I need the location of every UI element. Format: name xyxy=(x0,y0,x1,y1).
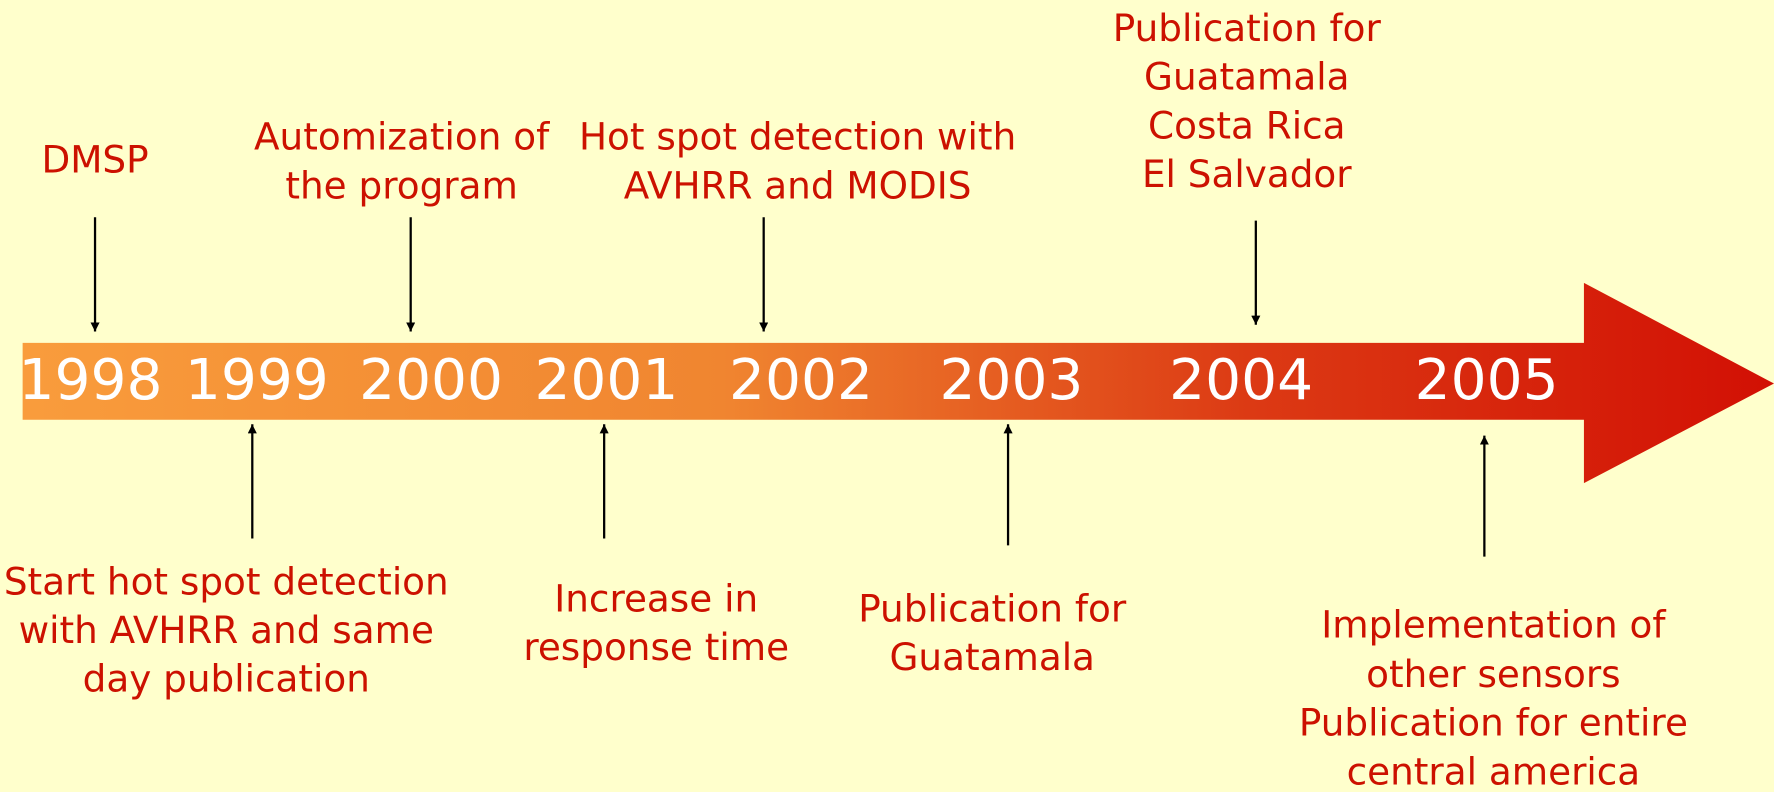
event-text: response time xyxy=(523,625,789,669)
year-label: 2005 xyxy=(1415,347,1559,413)
event-text: central america xyxy=(1347,749,1641,792)
event-text: Guatamala xyxy=(889,635,1094,679)
event-text: Increase in xyxy=(554,576,758,620)
event-text: Publication for xyxy=(1113,6,1382,50)
year-label: 2003 xyxy=(939,347,1083,413)
timeline-arrow xyxy=(22,282,1774,484)
event-text: with AVHRR and same xyxy=(19,608,434,652)
event-text: day publication xyxy=(83,657,370,701)
event-text: Publication for xyxy=(858,586,1127,630)
event-text: DMSP xyxy=(41,137,148,181)
event-text: Start hot spot detection xyxy=(4,559,449,603)
event-text: Hot spot detection with xyxy=(579,115,1016,159)
year-label: 2000 xyxy=(359,347,503,413)
year-label: 2001 xyxy=(534,347,678,413)
event-text: Guatamala xyxy=(1144,55,1349,99)
event-text: Publication for entire xyxy=(1299,701,1688,745)
event-text: other sensors xyxy=(1366,652,1620,696)
event-text: AVHRR and MODIS xyxy=(624,163,972,207)
year-label: 2004 xyxy=(1169,347,1313,413)
event-text: the program xyxy=(285,163,517,207)
event-text: Implementation of xyxy=(1321,602,1666,646)
year-label: 1999 xyxy=(185,347,329,413)
year-label: 1998 xyxy=(19,347,163,413)
year-label: 2002 xyxy=(729,347,873,413)
event-text: Costa Rica xyxy=(1148,103,1345,147)
event-text: El Salvador xyxy=(1142,152,1352,196)
event-text: Automization of xyxy=(254,115,550,159)
